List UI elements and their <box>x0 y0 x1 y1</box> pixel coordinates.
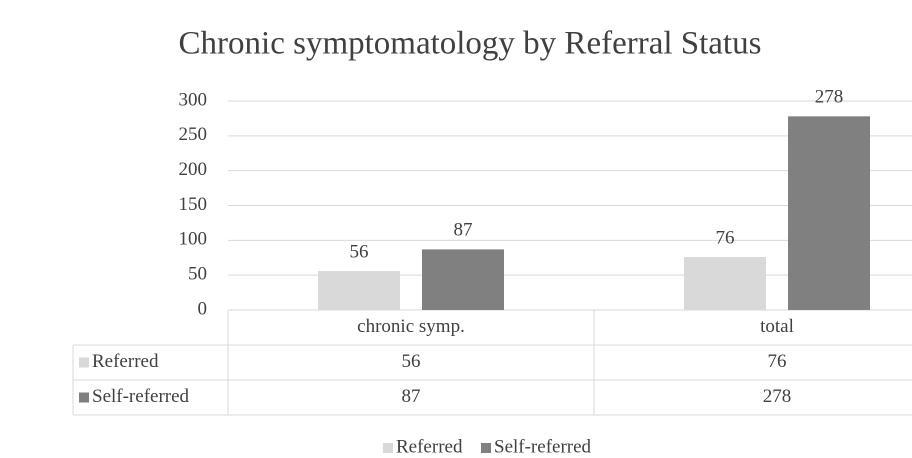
table-cell: 56 <box>402 351 421 372</box>
legend-key <box>383 443 393 453</box>
data-label: 76 <box>716 227 735 248</box>
y-tick-label: 300 <box>179 89 208 110</box>
data-label: 56 <box>350 241 369 262</box>
bar <box>788 116 870 311</box>
legend-label: Self-referred <box>494 436 592 457</box>
y-tick-label: 150 <box>179 194 208 215</box>
y-tick-label: 50 <box>188 264 207 285</box>
table-cell: 76 <box>768 351 787 372</box>
data-label: 87 <box>454 220 473 241</box>
table-legend-key <box>79 392 89 403</box>
x-tick-label: total <box>760 316 794 337</box>
y-tick-label: 0 <box>198 298 208 319</box>
bar <box>318 270 400 310</box>
y-tick-label: 250 <box>179 124 208 145</box>
legend-label: Referred <box>396 436 463 457</box>
data-label: 278 <box>815 87 844 108</box>
table-row-label: Self-referred <box>92 386 190 407</box>
y-tick-label: 200 <box>179 159 208 180</box>
table-cell: 87 <box>402 386 421 407</box>
chart-title: Chronic symptomatology by Referral Statu… <box>179 26 762 62</box>
x-tick-label: chronic symp. <box>357 316 465 337</box>
bar <box>422 249 504 310</box>
table-row-label: Referred <box>92 351 159 372</box>
y-tick-label: 100 <box>179 229 208 250</box>
table-legend-key <box>79 357 89 368</box>
bar <box>684 257 766 310</box>
legend-key <box>481 443 491 453</box>
table-cell: 278 <box>763 386 792 407</box>
